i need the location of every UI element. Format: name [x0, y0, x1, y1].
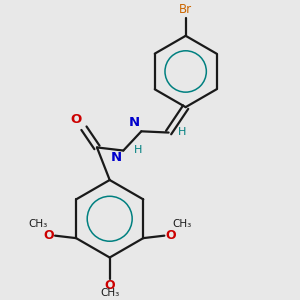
Text: N: N — [129, 116, 140, 129]
Text: Br: Br — [179, 3, 192, 16]
Text: O: O — [104, 279, 115, 292]
Text: CH₃: CH₃ — [100, 288, 119, 298]
Text: CH₃: CH₃ — [28, 220, 47, 230]
Text: H: H — [134, 145, 142, 154]
Text: O: O — [44, 229, 54, 242]
Text: H: H — [178, 127, 186, 137]
Text: O: O — [71, 113, 82, 126]
Text: N: N — [111, 151, 122, 164]
Text: O: O — [165, 229, 175, 242]
Text: CH₃: CH₃ — [172, 220, 191, 230]
